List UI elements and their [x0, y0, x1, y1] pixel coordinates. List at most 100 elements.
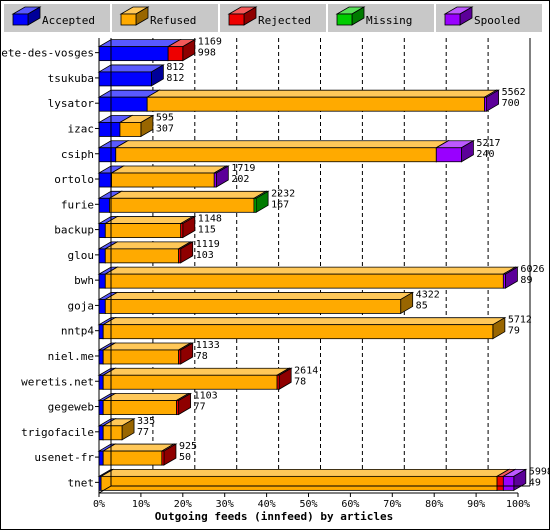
bar-segment-spooled-front — [502, 475, 515, 491]
bar-segment-refused-top — [145, 89, 498, 98]
category-label: niel.me — [48, 350, 94, 363]
legend-swatch-missing — [335, 6, 366, 26]
category-label: lysator — [48, 97, 95, 110]
value-label-accepted: 78 — [294, 376, 306, 387]
value-label-total: 5712 — [508, 315, 532, 326]
bar-segment-missing — [252, 190, 270, 214]
value-label-accepted: 50 — [179, 452, 191, 463]
bar-segment-accepted-front — [98, 197, 110, 213]
bar-segment-spooled — [483, 89, 501, 112]
bar-segment-rejected-front — [276, 374, 280, 390]
bar-segment-refused-front — [111, 172, 215, 188]
category-label: weretis.net — [21, 375, 94, 388]
bar-segment-rejected-front — [176, 400, 180, 415]
category-label: csiph — [61, 148, 94, 161]
value-label-accepted: 77 — [194, 402, 206, 413]
bar-segment-accepted-front — [98, 71, 152, 87]
value-label-total: 4322 — [416, 289, 440, 300]
legend-swatch-spooled-front — [444, 13, 461, 26]
category-label: glou — [68, 249, 95, 262]
category-label: usenet-fr — [34, 451, 94, 464]
bar-segment-refused-top — [101, 393, 190, 401]
x-tick-label: 0% — [93, 499, 105, 510]
bar-segment-refused — [101, 367, 291, 390]
bar-segment-accepted-front — [98, 96, 148, 112]
legend-swatch-spooled — [443, 6, 474, 26]
x-tick-label: 80% — [425, 499, 443, 510]
bar-segment-accepted-front — [98, 172, 112, 188]
value-label-accepted: 307 — [156, 123, 174, 134]
category-label: trigofacile — [21, 426, 94, 439]
bar-segment-refused-front — [102, 425, 123, 441]
bar-segment-refused — [103, 241, 193, 264]
legend-swatch-refused-front — [120, 13, 137, 26]
axes: 0% 10% 20% 30% 40% 50% 60% 70% 80% 90% 100% bete-de… — [0, 38, 531, 510]
category-label: tsukuba — [48, 72, 94, 85]
bar-segment-rejected-front — [496, 475, 504, 491]
value-label-total: 1133 — [196, 340, 220, 351]
value-label-accepted: 202 — [231, 174, 249, 185]
category-label: bwh — [74, 274, 94, 287]
bar-segment-accepted-front — [98, 324, 104, 340]
category-label: backup — [54, 224, 94, 237]
category-label: nntp4 — [61, 325, 94, 338]
legend-item-rejected: Rejected — [220, 4, 326, 32]
bar-segment-refused — [103, 291, 415, 315]
bar-segment-refused-front — [104, 248, 180, 264]
x-tick-label: 60% — [341, 499, 359, 510]
value-label-accepted: 78 — [196, 351, 208, 362]
bars: 1169998812812556270059530752172401719202… — [97, 37, 550, 492]
value-label-total: 1719 — [231, 163, 255, 174]
value-label-total: 5998 — [529, 466, 550, 477]
bar-segment-accepted-front — [98, 374, 104, 390]
legend-item-refused: Refused — [112, 4, 218, 32]
bar-segment-refused-front — [104, 273, 504, 289]
bar-segment-refused — [145, 89, 498, 112]
bar-segment-refused — [103, 266, 517, 289]
bar-segment-spooled-front — [502, 273, 506, 289]
bar-segment-refused-top — [101, 317, 507, 326]
bar-segment-refused — [103, 215, 195, 239]
bar-segment-rejected — [166, 38, 197, 62]
x-tick-label: 100% — [506, 499, 530, 510]
value-label-total: 1119 — [196, 239, 220, 250]
bar-segment-refused-top — [103, 241, 193, 250]
bar-segment-refused — [101, 392, 190, 416]
legend-swatch-accepted-front — [12, 13, 29, 26]
bar-segment-rejected — [177, 342, 195, 365]
bar-segment-refused — [114, 140, 450, 163]
value-label-accepted: 167 — [271, 199, 289, 210]
bar-segment-rejected — [179, 215, 197, 239]
bar-segment-accepted — [97, 64, 165, 87]
bar-segment-refused-top — [107, 190, 268, 199]
value-label-accepted: 79 — [508, 326, 520, 337]
category-label: bete-des-vosges — [0, 47, 94, 60]
value-label-accepted: 998 — [198, 48, 216, 59]
value-label-accepted: 115 — [198, 225, 216, 236]
value-label-total: 6026 — [520, 264, 544, 275]
bar-segment-accepted-front — [98, 400, 104, 415]
x-axis-depth — [98, 485, 112, 494]
bar-segment-rejected — [175, 392, 193, 416]
bar-segment-refused — [110, 165, 228, 188]
bar-segment-refused-front — [104, 223, 182, 238]
legend-swatch-rejected — [227, 6, 258, 26]
legend-label-rejected: Rejected — [258, 14, 311, 27]
value-label-accepted: 103 — [196, 250, 214, 261]
category-label: gegeweb — [48, 401, 94, 414]
legend-label-accepted: Accepted — [42, 14, 95, 27]
x-tick-label: 40% — [258, 499, 276, 510]
bar-segment-refused — [101, 342, 193, 365]
value-label-total: 1169 — [198, 37, 222, 48]
bar-segment-refused-front — [102, 450, 163, 466]
x-tick-label: 10% — [132, 499, 150, 510]
